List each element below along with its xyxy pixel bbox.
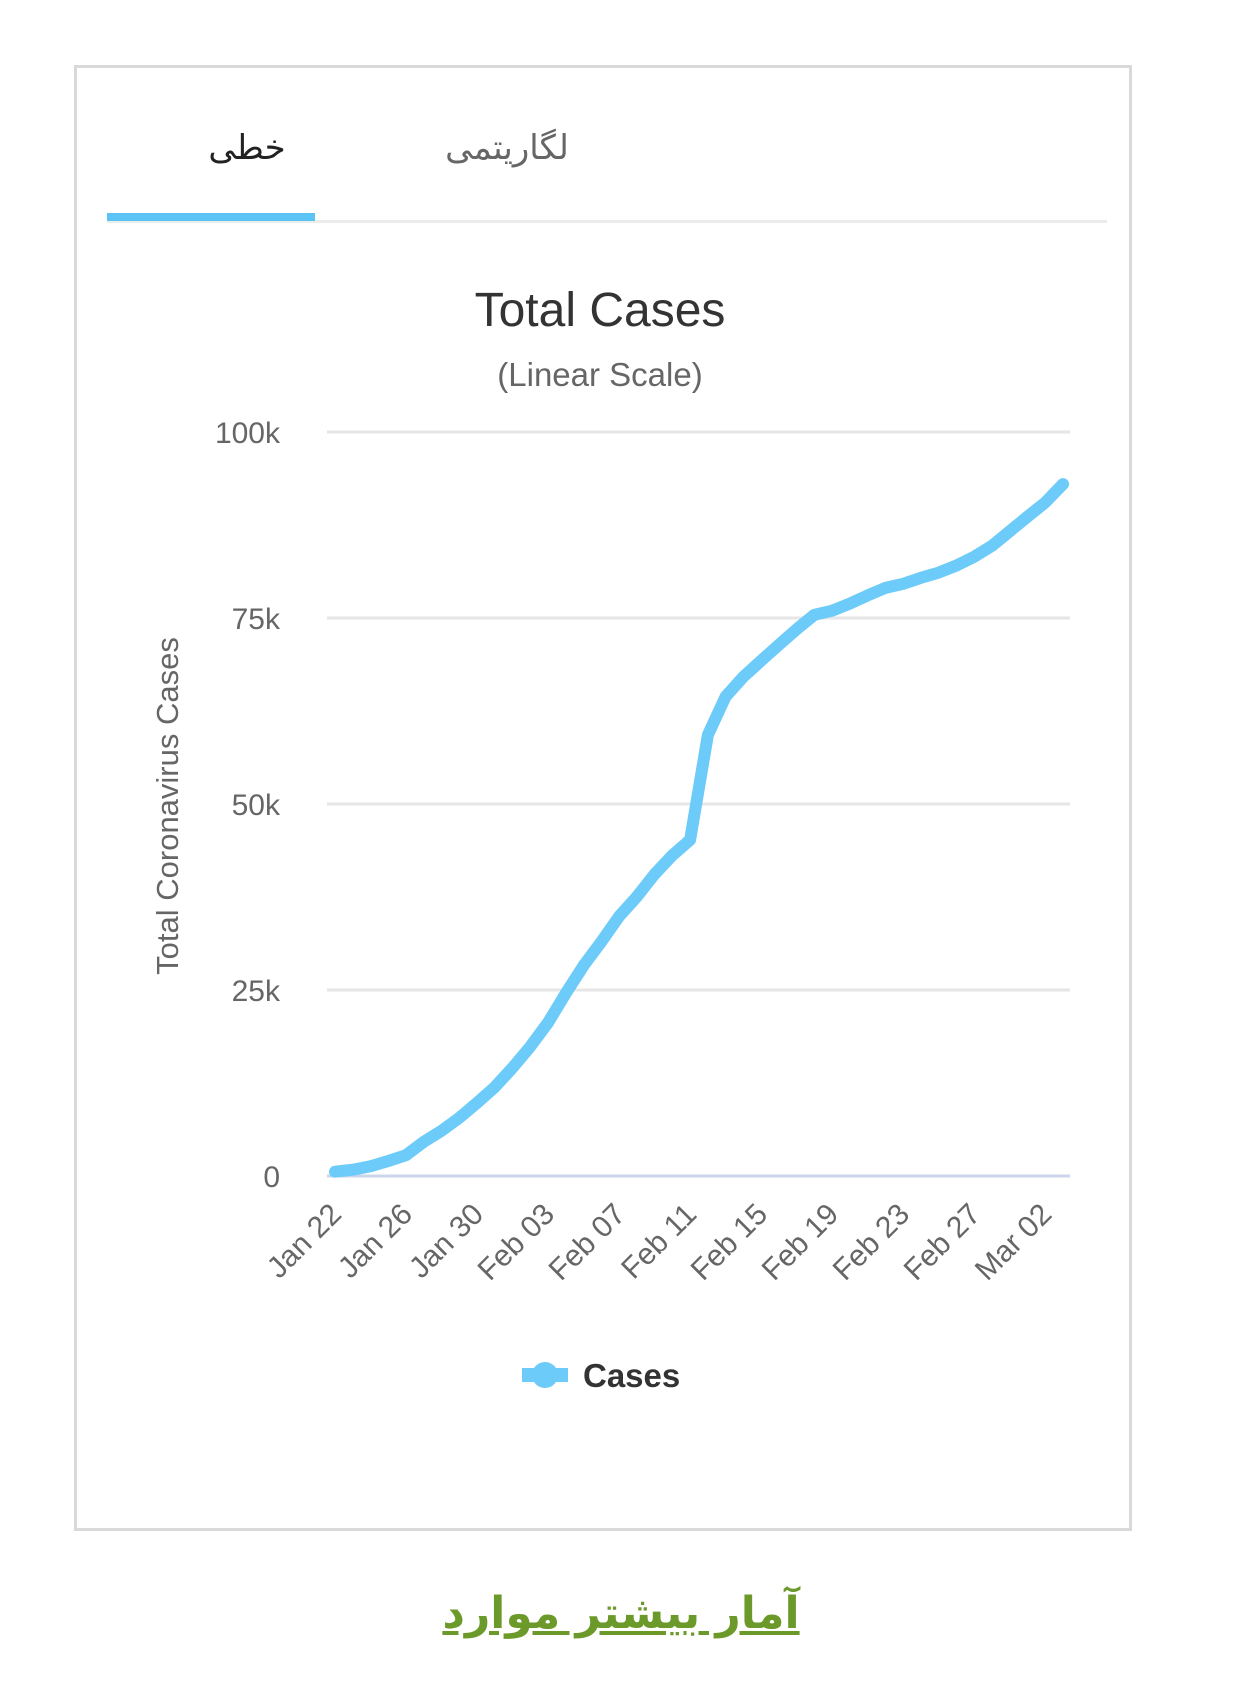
- x-tick-label: Feb 19: [756, 1198, 845, 1287]
- y-tick-label: 75k: [232, 603, 281, 636]
- legend[interactable]: Cases: [522, 1357, 680, 1394]
- x-tick-label: Mar 02: [969, 1198, 1058, 1287]
- legend-label-cases: Cases: [583, 1357, 680, 1394]
- x-tick-label: Jan 22: [261, 1198, 348, 1285]
- series-line-cases: [329, 478, 1069, 1178]
- chart-card: خطی لگاریتمی: [74, 65, 1132, 1531]
- x-tick-label: Feb 27: [898, 1198, 987, 1287]
- x-tick-label: Jan 30: [403, 1198, 490, 1285]
- x-tick-label: Feb 15: [685, 1198, 774, 1287]
- y-axis-title: Total Coronavirus Cases: [150, 637, 185, 975]
- x-tick-label: Feb 11: [615, 1198, 703, 1286]
- x-tick-label: Feb 03: [472, 1198, 561, 1287]
- y-tick-label: 100k: [215, 417, 281, 450]
- y-tick-label: 50k: [232, 789, 281, 822]
- legend-swatch-marker: [532, 1362, 558, 1388]
- x-tick-label: Jan 26: [332, 1198, 419, 1285]
- chart-subtitle: (Linear Scale): [497, 356, 702, 393]
- chart-title: Total Cases: [475, 284, 726, 337]
- tab-linear[interactable]: خطی: [208, 128, 286, 168]
- scale-tabs: خطی لگاریتمی: [107, 68, 1107, 223]
- active-tab-indicator: [107, 213, 315, 221]
- more-stats-link[interactable]: آمار بیشتر موارد: [442, 1588, 800, 1639]
- y-tick-label: 25k: [232, 975, 281, 1008]
- tab-logarithmic[interactable]: لگاریتمی: [445, 128, 569, 168]
- y-tick-labels: 0 25k 50k 75k 100k: [215, 417, 281, 1194]
- x-tick-label: Feb 07: [543, 1198, 632, 1287]
- y-tick-label: 0: [263, 1161, 280, 1194]
- x-tick-label: Feb 23: [827, 1198, 916, 1287]
